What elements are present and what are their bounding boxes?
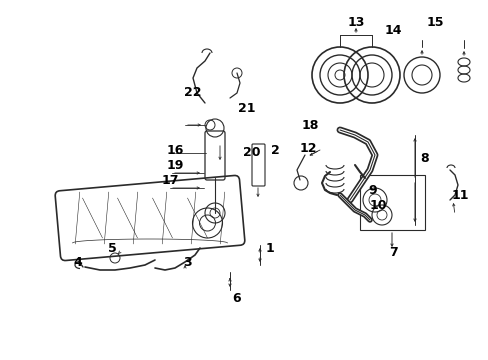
- Text: 12: 12: [299, 141, 316, 154]
- Text: 8: 8: [420, 152, 428, 165]
- Text: 6: 6: [232, 292, 241, 305]
- Text: 22: 22: [184, 86, 202, 99]
- Text: 19: 19: [166, 158, 183, 171]
- Text: 20: 20: [243, 145, 260, 158]
- Text: 18: 18: [301, 118, 318, 131]
- Text: 2: 2: [270, 144, 279, 157]
- Bar: [359, 175, 424, 230]
- Text: 4: 4: [74, 256, 82, 269]
- Text: 11: 11: [450, 189, 468, 202]
- Text: 15: 15: [426, 15, 443, 28]
- Text: 9: 9: [368, 184, 377, 197]
- Text: 17: 17: [161, 174, 179, 186]
- Text: 16: 16: [166, 144, 183, 157]
- Text: 10: 10: [368, 198, 386, 212]
- Text: 13: 13: [346, 15, 364, 28]
- Text: 7: 7: [388, 247, 397, 260]
- Text: 21: 21: [238, 102, 255, 114]
- Text: 1: 1: [265, 242, 274, 255]
- Text: 5: 5: [107, 242, 116, 255]
- Text: 3: 3: [183, 256, 192, 269]
- Text: 14: 14: [384, 23, 401, 36]
